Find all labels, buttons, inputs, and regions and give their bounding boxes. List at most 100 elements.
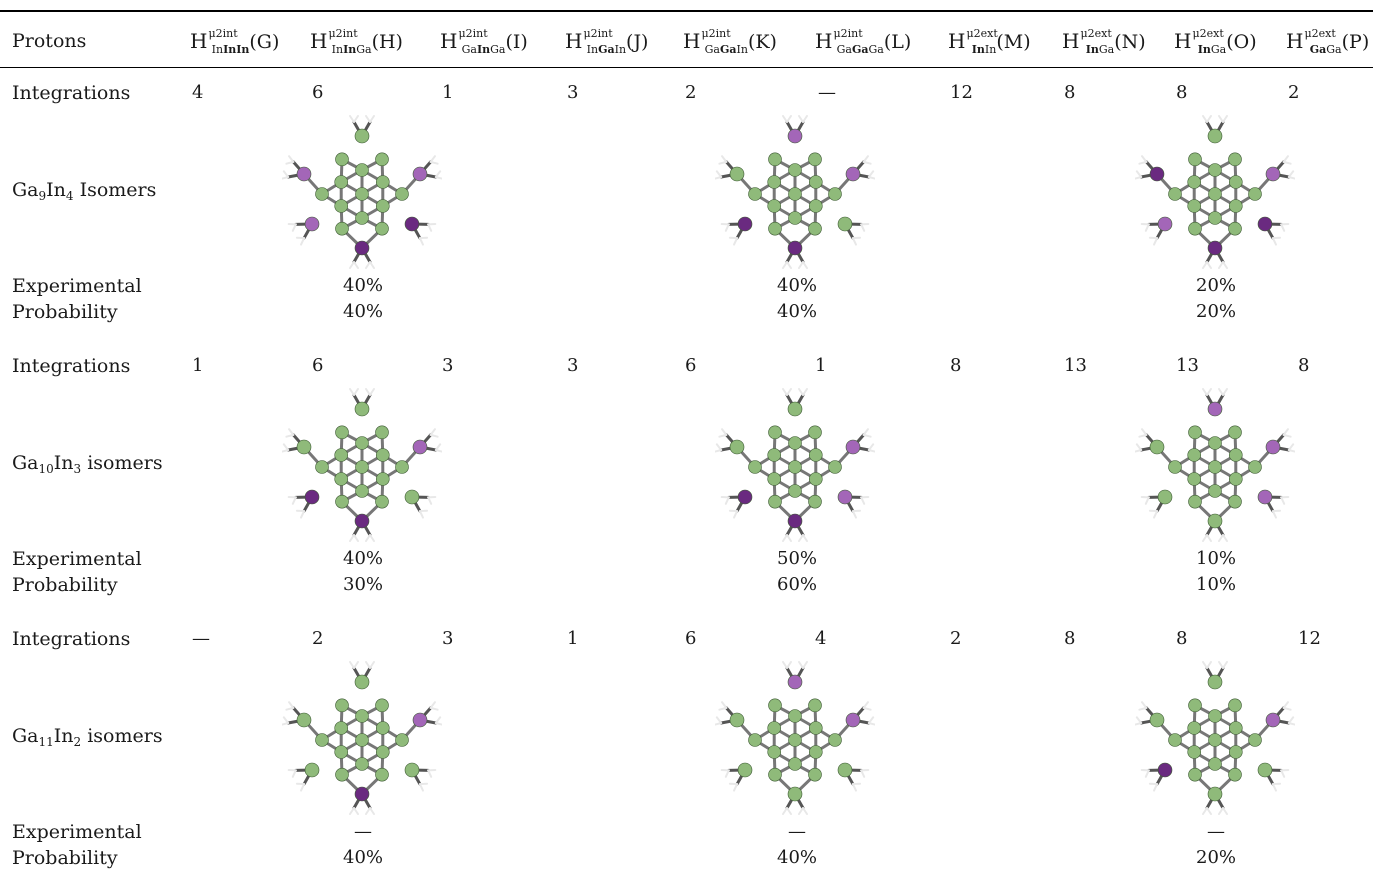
ga-atom bbox=[788, 163, 802, 177]
ga-atom bbox=[375, 745, 390, 759]
bond bbox=[798, 261, 804, 269]
integration-value: 2 bbox=[685, 82, 697, 103]
ga-atom bbox=[1228, 199, 1243, 213]
bond bbox=[1287, 721, 1295, 726]
bond bbox=[1218, 115, 1224, 123]
bond bbox=[353, 261, 359, 269]
site-bold: InIn bbox=[223, 43, 250, 56]
site-prefix: Ga bbox=[461, 43, 477, 56]
bond bbox=[851, 237, 857, 246]
site-post: In bbox=[614, 43, 627, 56]
in-atom bbox=[787, 513, 803, 529]
integration-value: 8 bbox=[1176, 628, 1188, 649]
ga-atom bbox=[1207, 128, 1223, 144]
ga-atom bbox=[1187, 472, 1202, 486]
element-ga: Ga bbox=[12, 452, 39, 474]
bond bbox=[1222, 534, 1228, 542]
bond bbox=[1282, 433, 1292, 438]
site-subscript: InInIn bbox=[212, 43, 250, 56]
bond bbox=[1138, 160, 1148, 165]
bond bbox=[782, 534, 788, 542]
ga-atom bbox=[375, 425, 389, 440]
in-atom bbox=[1157, 216, 1173, 232]
ga-atom bbox=[788, 709, 802, 723]
probability-value: 40% bbox=[776, 847, 818, 868]
bond bbox=[1271, 237, 1277, 246]
ga-atom bbox=[1187, 199, 1202, 213]
bond bbox=[786, 661, 792, 669]
protons-header: Protons bbox=[12, 30, 87, 52]
site-post: Ga bbox=[1326, 43, 1342, 56]
bond bbox=[1280, 223, 1286, 232]
ga-atom bbox=[1168, 187, 1182, 201]
bond bbox=[434, 175, 442, 180]
ga-atom bbox=[315, 460, 329, 474]
experimental-value: 40% bbox=[342, 548, 384, 569]
bond bbox=[715, 443, 723, 451]
site-subscript: InInGa bbox=[332, 43, 372, 56]
site-subscript: InGa bbox=[1198, 43, 1227, 56]
experimental-value: 50% bbox=[776, 548, 818, 569]
ga-atom bbox=[808, 448, 823, 462]
ga-atom bbox=[1257, 762, 1273, 778]
ga-atom bbox=[334, 745, 349, 759]
in-atom bbox=[404, 216, 420, 232]
bond bbox=[1287, 716, 1295, 724]
bond bbox=[434, 443, 442, 451]
integration-value: 1 bbox=[192, 355, 204, 376]
ga-atom bbox=[1188, 221, 1202, 236]
ga-atom bbox=[375, 221, 389, 236]
bond bbox=[427, 223, 433, 232]
integration-value: 1 bbox=[567, 628, 579, 649]
bond bbox=[718, 160, 728, 165]
bond bbox=[782, 261, 788, 269]
ga-atom bbox=[808, 472, 823, 486]
mu-superscript: μ2ext bbox=[1080, 27, 1112, 40]
bond bbox=[1138, 706, 1148, 711]
site-subscript: GaGaGa bbox=[837, 43, 884, 56]
integration-value: 1 bbox=[815, 355, 827, 376]
ga-atom bbox=[1208, 211, 1222, 225]
ga-count: 10 bbox=[38, 462, 54, 476]
mu-superscript: μ2ext bbox=[1304, 27, 1336, 40]
bond bbox=[1153, 237, 1159, 246]
ga-atom bbox=[1207, 513, 1223, 529]
bond bbox=[427, 496, 433, 505]
bond bbox=[1141, 155, 1148, 163]
ga-atom bbox=[1228, 721, 1243, 735]
ga-atom bbox=[808, 721, 823, 735]
ga-atom bbox=[1248, 460, 1262, 474]
ga-atom bbox=[1187, 721, 1202, 735]
bond bbox=[1218, 661, 1224, 669]
bond bbox=[715, 721, 723, 726]
bond bbox=[1282, 160, 1292, 165]
bond bbox=[782, 661, 788, 669]
column-letter: (L) bbox=[883, 31, 912, 53]
bond bbox=[860, 496, 866, 505]
bond bbox=[1206, 388, 1212, 396]
bond bbox=[1135, 721, 1143, 726]
in-atom bbox=[412, 712, 428, 728]
bond bbox=[802, 261, 808, 269]
ga-atom bbox=[335, 767, 349, 782]
bond bbox=[1141, 428, 1148, 436]
probability-value: 60% bbox=[776, 574, 818, 595]
mu-superscript: μ2ext bbox=[966, 27, 998, 40]
ga-atom bbox=[1208, 733, 1222, 747]
bond bbox=[429, 433, 439, 438]
ga-atom bbox=[748, 187, 762, 201]
bond bbox=[1153, 510, 1159, 519]
header-rule bbox=[0, 67, 1373, 68]
integration-value: 8 bbox=[1064, 82, 1076, 103]
integration-value: 2 bbox=[1288, 82, 1300, 103]
ga-atom bbox=[375, 472, 390, 486]
bond bbox=[429, 428, 436, 436]
experimental-value: — bbox=[788, 821, 806, 842]
site-subscript: InIn bbox=[972, 43, 997, 56]
element-in: In bbox=[46, 179, 66, 201]
cluster-structure-image bbox=[282, 388, 442, 542]
hydrogen-symbol: H bbox=[815, 29, 833, 53]
ga-atom bbox=[1248, 187, 1262, 201]
ga-atom bbox=[335, 698, 349, 713]
bond bbox=[1144, 769, 1150, 778]
